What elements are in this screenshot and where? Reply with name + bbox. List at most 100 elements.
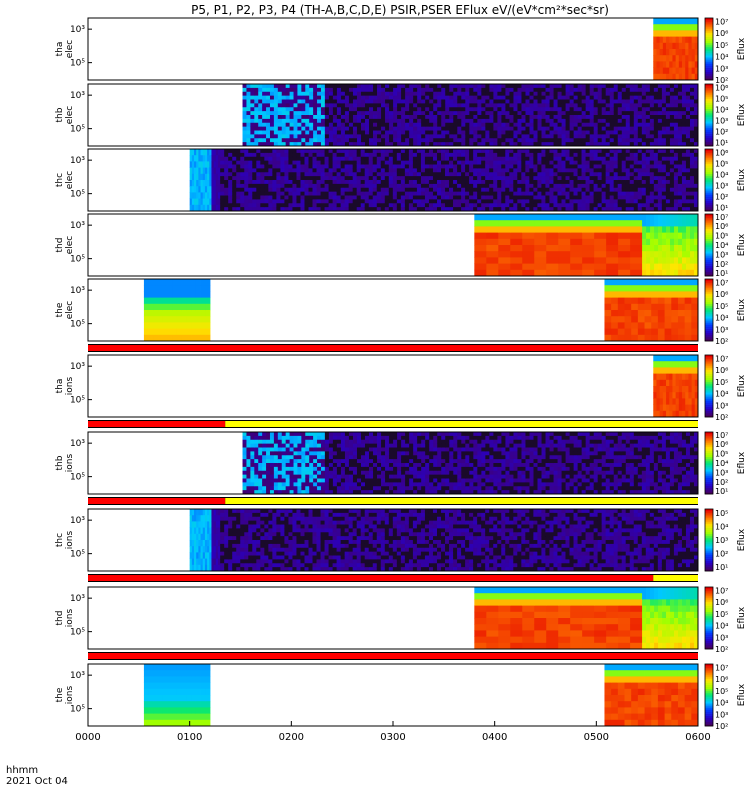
data-cell [385, 122, 390, 128]
data-cell [344, 168, 350, 173]
data-cell [409, 142, 414, 147]
data-cell [601, 164, 607, 169]
data-cell [332, 126, 338, 131]
data-cell [195, 328, 201, 336]
data-cell [665, 87, 671, 93]
data-cell [637, 115, 643, 120]
data-cell [328, 176, 333, 181]
data-cell [489, 138, 494, 143]
data-cell [581, 122, 587, 128]
data-cell [582, 251, 595, 258]
data-cell [441, 176, 446, 181]
data-cell [653, 367, 657, 374]
data-cell [352, 95, 358, 100]
data-cell [573, 118, 579, 124]
colorbar-tick-label: 10⁵ [715, 94, 728, 103]
data-cell [389, 115, 394, 120]
data-cell [497, 152, 502, 158]
data-cell [593, 164, 599, 169]
data-cell [594, 263, 607, 271]
data-cell [537, 115, 542, 120]
data-cell [441, 191, 446, 196]
data-cell [396, 187, 402, 193]
species-name: elec [65, 106, 75, 125]
data-cell [473, 199, 478, 204]
data-cell [269, 91, 275, 97]
data-cell [304, 152, 309, 158]
data-cell [377, 134, 382, 139]
data-cell [377, 126, 382, 131]
data-cell [557, 207, 562, 212]
data-cell [176, 285, 183, 292]
data-cell [691, 18, 696, 25]
data-cell [505, 91, 510, 97]
panel-label: thbelec [55, 106, 75, 125]
data-cell [308, 168, 313, 173]
data-cell [625, 126, 631, 131]
data-cell [541, 168, 546, 173]
data-cell [240, 195, 245, 200]
data-cell [441, 126, 446, 131]
data-cell [324, 87, 330, 93]
data-cell [204, 149, 208, 156]
data-cell [637, 87, 643, 93]
data-cell [248, 195, 253, 200]
data-cell [685, 142, 691, 147]
data-cell [288, 203, 293, 208]
data-cell [313, 134, 318, 139]
colorbar-step [705, 283, 713, 286]
data-cell [545, 168, 550, 173]
data-cell [246, 107, 251, 112]
data-cell [565, 107, 571, 112]
data-cell [654, 238, 659, 246]
data-cell [396, 160, 402, 165]
data-cell [260, 195, 265, 200]
data-cell [545, 95, 550, 100]
data-cell [277, 126, 283, 131]
data-cell [581, 103, 587, 108]
colorbar-tick-label: 10² [715, 76, 728, 85]
data-cell [266, 115, 271, 120]
data-cell [364, 172, 370, 177]
data-cell [537, 176, 542, 181]
data-cell [277, 84, 283, 89]
data-cell [541, 142, 546, 147]
data-cell [368, 149, 374, 154]
data-cell [545, 134, 550, 139]
data-cell [421, 138, 426, 143]
data-cell [412, 183, 418, 189]
data-cell [313, 95, 318, 100]
data-cell [557, 156, 562, 162]
data-cell [689, 84, 695, 89]
data-cell [501, 149, 506, 154]
data-cell [425, 138, 430, 143]
data-cell [633, 111, 639, 116]
data-cell [273, 134, 279, 139]
data-cell [240, 187, 245, 193]
data-cell [409, 107, 414, 112]
data-cell [465, 164, 470, 169]
data-cell [473, 122, 478, 128]
data-cell [665, 172, 671, 177]
data-cell [266, 95, 271, 100]
data-cell [328, 160, 333, 165]
data-cell [489, 95, 494, 100]
data-cell [324, 203, 329, 208]
data-cell [246, 91, 251, 97]
colorbar-step [705, 104, 713, 108]
data-cell [525, 168, 530, 173]
data-cell [657, 130, 663, 135]
data-cell [195, 310, 201, 317]
data-cell [449, 195, 454, 200]
data-cell [685, 138, 691, 143]
data-cell [417, 91, 422, 97]
data-cell [561, 172, 566, 177]
data-cell [264, 191, 269, 196]
data-cell [573, 164, 578, 169]
data-cell [685, 49, 689, 56]
data-cell [288, 156, 293, 162]
data-cell [669, 134, 675, 139]
data-cell [685, 55, 689, 62]
data-cell [662, 355, 667, 362]
data-cell [409, 84, 414, 89]
